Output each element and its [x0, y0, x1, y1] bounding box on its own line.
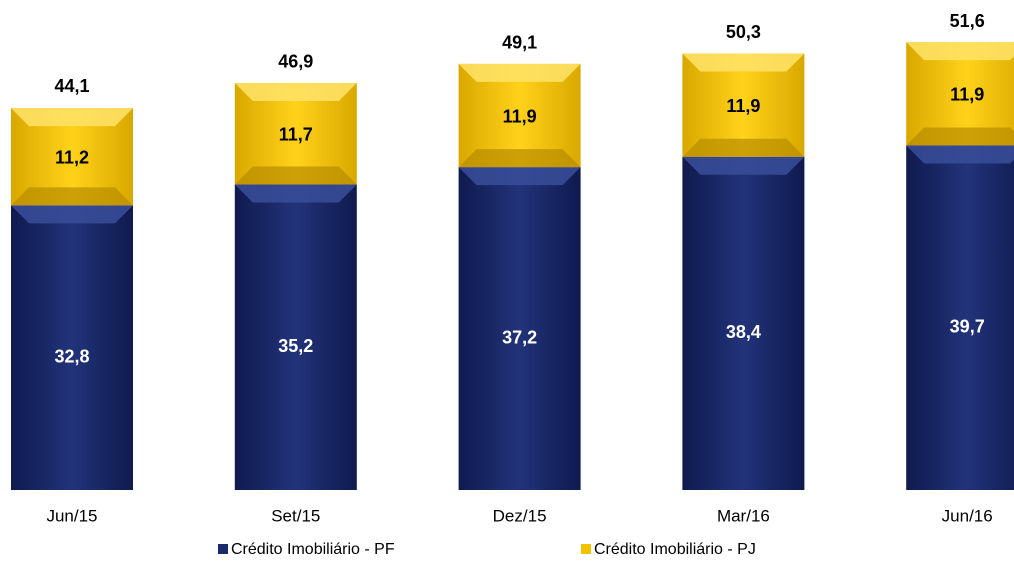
total-label: 50,3: [726, 22, 761, 42]
value-label: 32,8: [54, 346, 89, 366]
bar-bevel: [234, 184, 357, 203]
bar-segment: [458, 167, 581, 490]
legend-swatch: [218, 544, 228, 554]
bar-bevel: [906, 145, 1014, 164]
value-label: 11,9: [950, 85, 984, 105]
bar-bevel: [234, 82, 357, 101]
total-label: 49,1: [502, 33, 537, 53]
legend-swatch: [581, 544, 591, 554]
bar-bevel: [458, 63, 581, 82]
bar-bevel: [458, 167, 581, 186]
value-label: 35,2: [278, 336, 313, 356]
bar-bevel: [458, 149, 581, 168]
legend-label: Crédito Imobiliário - PF: [231, 541, 395, 558]
legend-label: Crédito Imobiliário - PJ: [594, 541, 756, 558]
x-tick-label: Jun/16: [942, 506, 993, 525]
bar-bevel: [682, 138, 805, 157]
total-label: 44,1: [54, 76, 89, 96]
bar-bevel: [682, 53, 805, 72]
value-label: 39,7: [950, 316, 985, 336]
bar-bevel: [906, 42, 1014, 61]
x-tick-label: Set/15: [271, 506, 320, 525]
total-label: 51,6: [950, 11, 985, 31]
bar-bevel: [906, 127, 1014, 146]
bar-bevel: [11, 108, 133, 127]
bar-segment: [906, 145, 1014, 491]
value-label: 11,2: [55, 147, 89, 167]
value-label: 11,9: [503, 106, 537, 126]
bar-bevel: [234, 166, 357, 185]
bar-segment: [682, 156, 805, 490]
bar-segment: [234, 184, 357, 490]
value-label: 38,4: [726, 322, 761, 342]
total-label: 46,9: [278, 52, 313, 72]
value-label: 37,2: [502, 327, 537, 347]
value-label: 11,9: [726, 96, 760, 116]
bar-segment: [11, 205, 133, 491]
bar-bevel: [11, 205, 133, 224]
value-label: 11,7: [279, 124, 313, 144]
bar-bevel: [682, 156, 805, 175]
x-tick-label: Jun/15: [46, 506, 97, 525]
x-tick-label: Dez/15: [493, 506, 547, 525]
x-tick-label: Mar/16: [717, 506, 770, 525]
bar-bevel: [11, 187, 133, 206]
